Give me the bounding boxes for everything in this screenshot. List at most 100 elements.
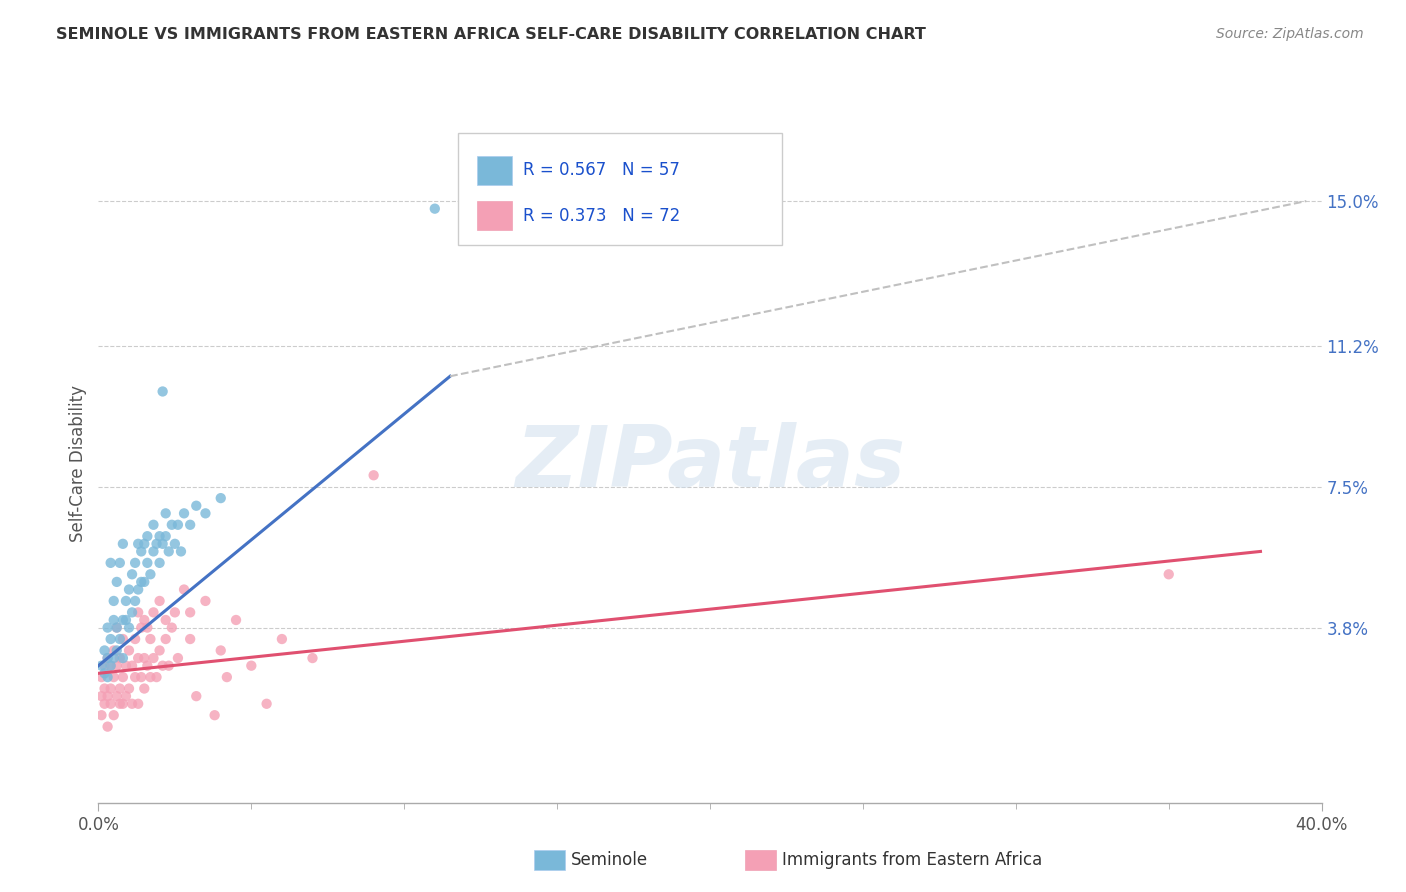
Point <box>136 556 159 570</box>
Point <box>90 689 112 703</box>
Point <box>97 689 120 703</box>
Point <box>105 621 128 635</box>
Point <box>142 517 165 532</box>
Point <box>105 621 128 635</box>
Point <box>127 651 149 665</box>
Point <box>129 544 152 558</box>
Point <box>204 708 226 723</box>
Point <box>127 582 149 597</box>
Point <box>186 689 208 703</box>
Point <box>142 651 165 665</box>
Point <box>108 556 131 570</box>
Point <box>160 621 183 635</box>
Point <box>179 632 201 646</box>
Point <box>194 507 217 521</box>
Point <box>90 658 112 673</box>
Point <box>108 651 131 665</box>
Point <box>157 544 180 558</box>
Point <box>155 529 177 543</box>
Point <box>142 606 165 620</box>
Point <box>115 594 138 608</box>
Point <box>270 632 292 646</box>
Point <box>134 537 156 551</box>
Point <box>256 697 278 711</box>
Point <box>111 632 134 646</box>
Point <box>103 708 125 723</box>
Point <box>121 658 143 673</box>
Point <box>139 567 162 582</box>
Point <box>179 606 201 620</box>
Point <box>129 621 152 635</box>
Point <box>173 507 195 521</box>
Point <box>423 202 446 216</box>
Point <box>93 643 115 657</box>
Point <box>127 697 149 711</box>
Point <box>173 582 195 597</box>
Point <box>100 697 122 711</box>
Point <box>152 537 174 551</box>
Point <box>124 632 146 646</box>
Point <box>134 613 156 627</box>
Point <box>167 517 190 532</box>
Point <box>108 681 131 696</box>
Point <box>105 658 128 673</box>
Point <box>170 544 193 558</box>
Point <box>127 537 149 551</box>
Text: R = 0.373   N = 72: R = 0.373 N = 72 <box>523 207 681 225</box>
Point <box>111 651 134 665</box>
Point <box>136 658 159 673</box>
Point <box>127 606 149 620</box>
Point <box>136 621 159 635</box>
Text: ZIPatlas: ZIPatlas <box>515 422 905 506</box>
Point <box>97 621 120 635</box>
Point <box>97 720 120 734</box>
Point <box>139 632 162 646</box>
Point <box>155 632 177 646</box>
Point <box>100 681 122 696</box>
Point <box>145 537 167 551</box>
Point <box>115 658 138 673</box>
Point <box>155 507 177 521</box>
Point <box>111 537 134 551</box>
Point <box>115 613 138 627</box>
Point <box>111 613 134 627</box>
Text: Immigrants from Eastern Africa: Immigrants from Eastern Africa <box>782 851 1042 869</box>
Point <box>134 574 156 589</box>
Point <box>111 670 134 684</box>
Point <box>100 658 122 673</box>
Point <box>90 670 112 684</box>
Point <box>157 658 180 673</box>
Point <box>115 689 138 703</box>
Point <box>97 651 120 665</box>
Point <box>145 670 167 684</box>
Point <box>301 651 323 665</box>
Point <box>149 643 172 657</box>
Point <box>160 517 183 532</box>
Point <box>163 606 186 620</box>
Point <box>121 606 143 620</box>
Point <box>136 529 159 543</box>
Point <box>103 670 125 684</box>
Point <box>134 681 156 696</box>
Point <box>179 517 201 532</box>
Point <box>121 567 143 582</box>
Point <box>103 643 125 657</box>
Point <box>194 594 217 608</box>
Point <box>100 658 122 673</box>
Point <box>186 499 208 513</box>
Point <box>155 613 177 627</box>
Text: SEMINOLE VS IMMIGRANTS FROM EASTERN AFRICA SELF-CARE DISABILITY CORRELATION CHAR: SEMINOLE VS IMMIGRANTS FROM EASTERN AFRI… <box>56 27 927 42</box>
Point <box>108 632 131 646</box>
Point <box>240 658 263 673</box>
Point <box>167 651 190 665</box>
Point <box>111 697 134 711</box>
Point <box>129 574 152 589</box>
Point <box>108 697 131 711</box>
Point <box>152 384 174 399</box>
Point <box>103 594 125 608</box>
Point <box>134 651 156 665</box>
Point <box>93 681 115 696</box>
Point <box>100 632 122 646</box>
Point <box>93 697 115 711</box>
Point <box>103 613 125 627</box>
